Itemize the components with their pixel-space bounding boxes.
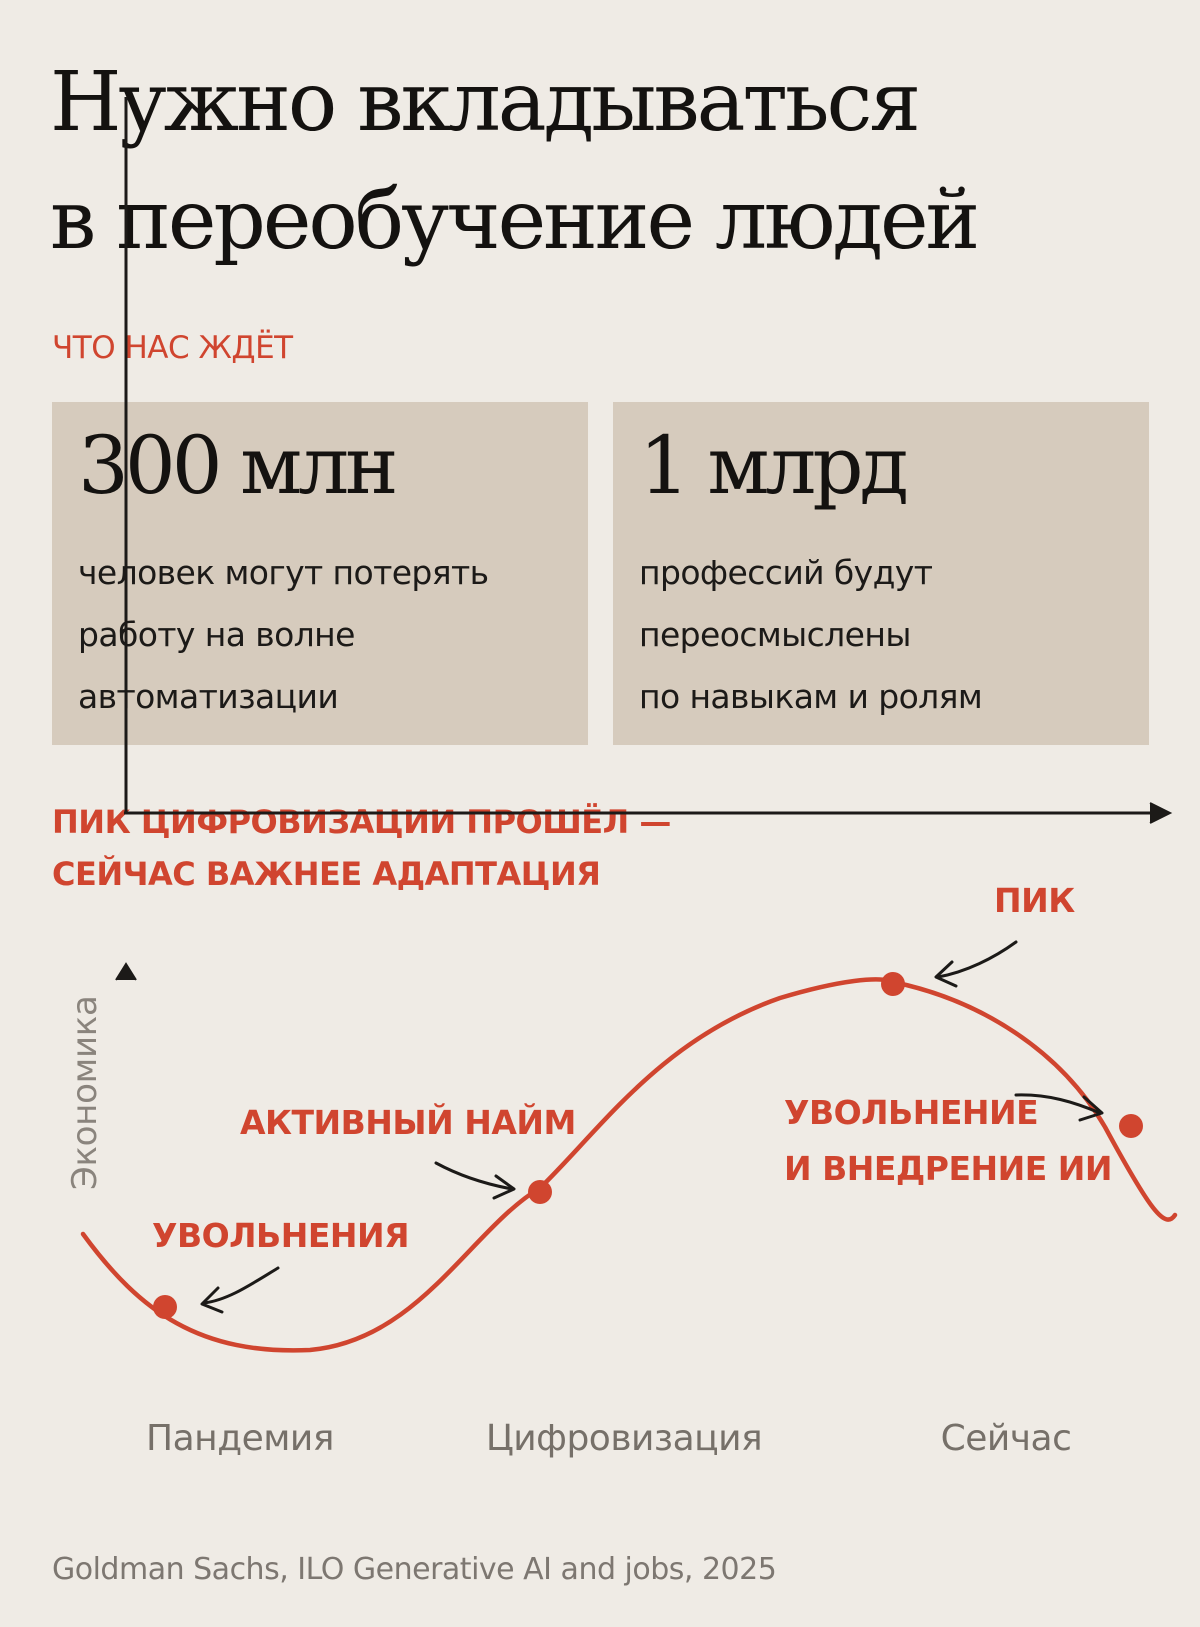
arrow-layoffs xyxy=(202,1266,280,1305)
arrowhead-layoffs xyxy=(200,1286,224,1314)
x-tick-digitalization: Цифровизация xyxy=(486,1418,762,1459)
stat-description-line: человек могут потерять xyxy=(78,553,489,592)
arrow-ai xyxy=(1014,1093,1102,1115)
x-axis-arrow xyxy=(1149,802,1173,824)
x-tick-now: Сейчас xyxy=(941,1418,1072,1459)
stat-description-line: профессий будут xyxy=(639,553,933,592)
stat-description-line: переосмыслены xyxy=(639,615,911,654)
economy-cycle-diagram: Экономика УВОЛЬНЕНИЯ АКТИВНЫЙ НАЙМ ПИК У… xyxy=(65,97,1178,1459)
y-axis-arrow xyxy=(115,962,137,981)
stat-number: 300 млн xyxy=(78,419,398,512)
label-active-hiring: АКТИВНЫЙ НАЙМ xyxy=(240,1102,576,1142)
arrow-hiring xyxy=(434,1161,514,1191)
arrowhead-hiring xyxy=(492,1174,516,1200)
stat-card-professions: 1 млрд профессий будут переосмыслены по … xyxy=(613,402,1149,745)
arrowhead-ai xyxy=(1078,1095,1104,1122)
stat-description: профессий будут переосмыслены по навыкам… xyxy=(639,542,983,728)
stat-description: человек могут потерять работу на волне а… xyxy=(78,542,489,728)
label-peak: ПИК xyxy=(994,881,1075,920)
label-ai-line-2: И ВНЕДРЕНИЕ ИИ xyxy=(784,1149,1112,1188)
label-layoffs: УВОЛЬНЕНИЯ xyxy=(152,1216,409,1255)
section-label-line: ПИК ЦИФРОВИЗАЦИИ ПРОШЁЛ — xyxy=(52,803,671,841)
economy-curve xyxy=(80,977,1178,1353)
section-label-line: СЕЙЧАС ВАЖНЕЕ АДАПТАЦИЯ xyxy=(52,855,601,893)
stat-number: 1 млрд xyxy=(639,419,909,512)
x-tick-pandemic: Пандемия xyxy=(146,1418,334,1459)
page-title: Нужно вкладываться в переобучение людей xyxy=(50,44,980,280)
stat-card-jobs: 300 млн человек могут потерять работу на… xyxy=(52,402,588,745)
stat-description-line: автоматизации xyxy=(78,677,339,716)
label-ai-line-1: УВОЛЬНЕНИЕ xyxy=(784,1093,1038,1132)
title-line-2: в переобучение людей xyxy=(50,173,980,268)
point-peak xyxy=(881,972,905,996)
section-label-peak: ПИК ЦИФРОВИЗАЦИИ ПРОШЁЛ — СЕЙЧАС ВАЖНЕЕ … xyxy=(52,796,671,900)
arrow-peak xyxy=(936,940,1018,979)
y-axis-label: Экономика xyxy=(65,995,105,1190)
arrowhead-peak xyxy=(934,960,958,988)
stat-description-line: работу на волне xyxy=(78,615,355,654)
stat-description-line: по навыкам и ролям xyxy=(639,677,983,716)
point-layoffs xyxy=(153,1295,177,1319)
section-label-what-awaits: ЧТО НАС ЖДЁТ xyxy=(52,330,293,366)
source-citation: Goldman Sachs, ILO Generative AI and job… xyxy=(52,1552,777,1587)
point-ai-layoffs xyxy=(1119,1114,1143,1138)
title-line-1: Нужно вкладываться xyxy=(50,55,921,150)
point-active-hiring xyxy=(528,1180,552,1204)
